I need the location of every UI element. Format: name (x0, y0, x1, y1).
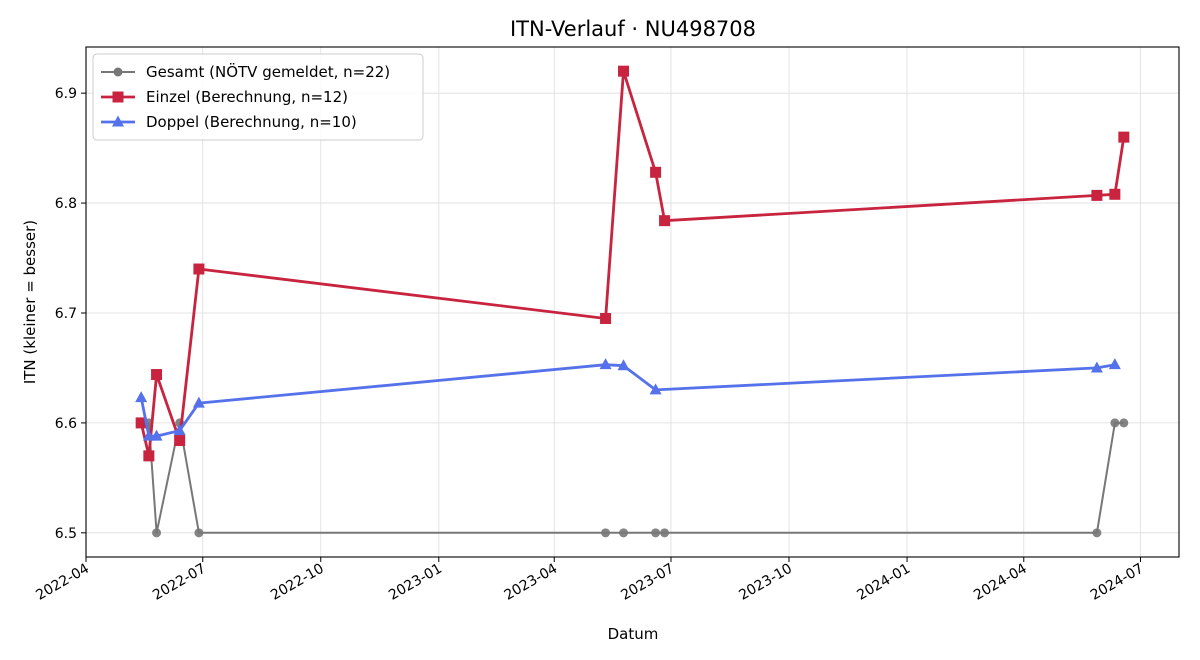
data-point (601, 528, 611, 538)
data-point (660, 528, 670, 538)
series-layer (135, 65, 1130, 538)
data-point (192, 396, 205, 408)
chart-title: ITN-Verlauf · NU498708 (510, 17, 756, 41)
data-point (1091, 189, 1103, 201)
series-line (139, 363, 1116, 438)
x-tick-label: 2022-10 (268, 561, 327, 604)
x-tick-label: 2024-04 (971, 561, 1030, 604)
data-point (194, 528, 204, 538)
series-line (141, 421, 1124, 534)
data-point (649, 383, 662, 395)
data-point (650, 166, 662, 178)
data-point (618, 65, 630, 77)
data-point (142, 429, 155, 441)
data-point (659, 215, 671, 227)
x-axis-title: Datum (608, 625, 659, 643)
legend-marker (112, 91, 124, 103)
x-tick-label: 2023-01 (386, 561, 445, 604)
plot-frame (85, 46, 1180, 558)
data-point (1090, 361, 1103, 373)
data-point (152, 528, 162, 538)
data-point (617, 359, 630, 371)
data-point (174, 434, 186, 446)
x-tick-label: 2024-01 (854, 561, 913, 604)
legend-marker (113, 67, 123, 77)
data-point (619, 528, 629, 538)
series-square (135, 65, 1130, 462)
data-point (135, 417, 147, 429)
data-point (600, 312, 612, 324)
y-tick-label: 6.9 (55, 86, 77, 102)
data-point (135, 391, 148, 403)
series-circle (136, 418, 1129, 538)
data-point (1119, 418, 1129, 428)
x-tick-label: 2023-04 (502, 561, 561, 604)
x-tick-label: 2022-04 (33, 561, 92, 604)
data-point (193, 263, 205, 275)
data-point (1109, 188, 1121, 200)
legend-marker (112, 115, 124, 127)
data-point (173, 424, 186, 436)
legend-box (92, 53, 424, 141)
y-axis-ticks: 6.5 6.6 6.7 6.8 6.9 (55, 86, 86, 542)
data-point (651, 528, 661, 538)
x-tick-label: 2022-07 (150, 561, 209, 604)
legend-label: Einzel (Berechnung, n=12) (146, 88, 348, 106)
x-tick-label: 2024-07 (1088, 561, 1147, 604)
legend: Gesamt (NÖTV gemeldet, n=22) Einzel (Bere… (92, 53, 424, 141)
x-axis-ticks: 2022-04 2022-07 2022-10 2023-01 2023-04 2023-… (33, 557, 1147, 604)
x-tick-label: 2023-07 (618, 561, 677, 604)
series-triangle (135, 358, 1121, 441)
data-point (150, 429, 163, 441)
data-point (151, 369, 163, 381)
data-point (1108, 358, 1121, 370)
y-tick-label: 6.7 (55, 306, 77, 322)
y-tick-label: 6.8 (55, 196, 77, 212)
data-point (1110, 418, 1120, 428)
data-point (143, 450, 155, 462)
legend-label: Doppel (Berechnung, n=10) (146, 113, 357, 131)
data-point (1092, 528, 1102, 538)
y-tick-label: 6.6 (55, 416, 77, 432)
data-point (599, 358, 612, 370)
x-tick-label: 2023-10 (736, 561, 795, 604)
legend-label: Gesamt (NÖTV gemeldet, n=22) (146, 62, 390, 81)
data-point (1118, 131, 1130, 143)
y-axis-title: ITN (kleiner = besser) (21, 220, 39, 384)
y-tick-label: 6.5 (55, 526, 77, 542)
